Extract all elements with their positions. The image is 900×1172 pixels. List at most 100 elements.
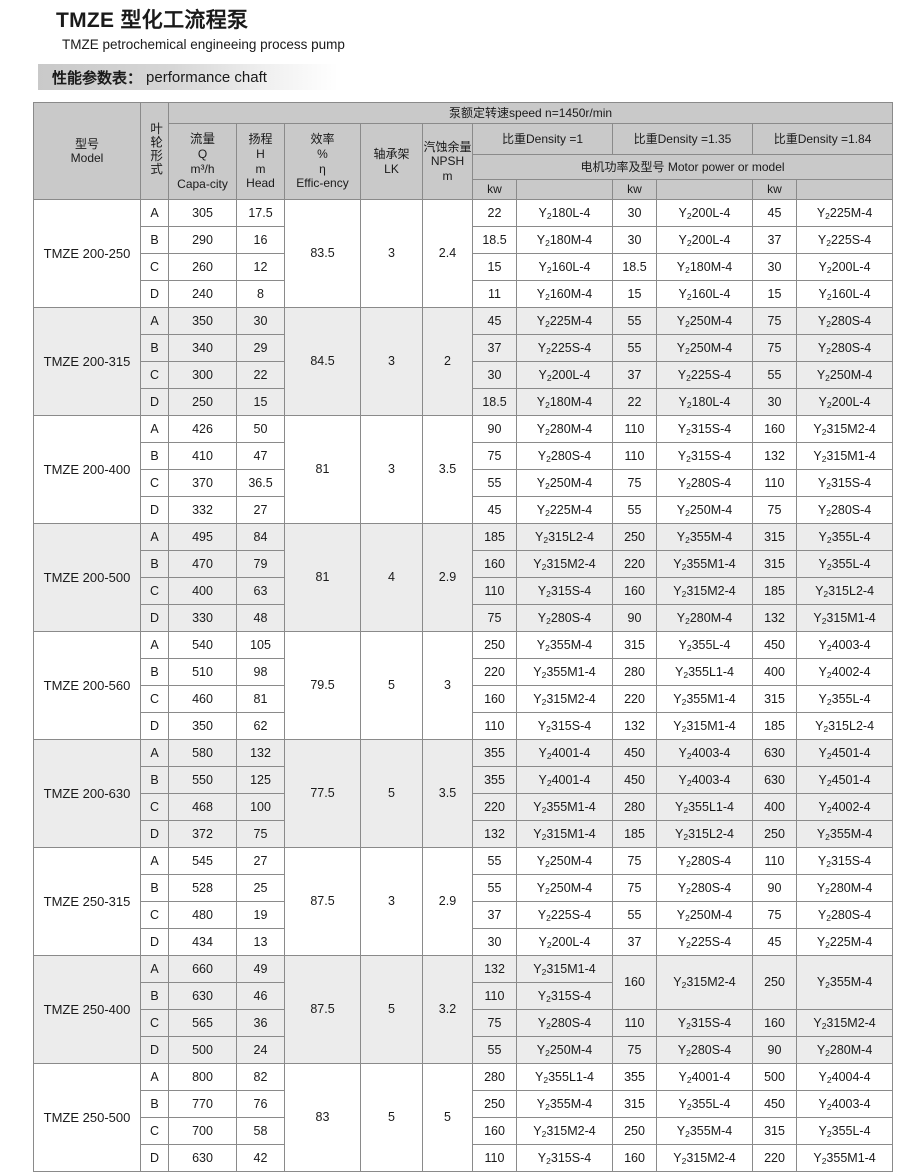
- cell-motor-density184: Y2280M-4: [795, 874, 894, 903]
- cell-impeller-letter: A: [140, 415, 169, 444]
- cell-motor-density184: Y2315M1-4: [795, 604, 894, 633]
- cell-kw-density184: 90: [752, 1036, 797, 1065]
- col-header-npsh-en: NPSH: [430, 154, 465, 169]
- cell-kw-density135: 15: [612, 280, 657, 309]
- page-root: TMZE 型化工流程泵 TMZE petrochemical engineein…: [33, 9, 894, 1172]
- table-row: B 550 125 355 Y24001-4 450 Y24003-4 630 Y24501-4: [34, 766, 894, 795]
- cell-flow: 240: [168, 280, 237, 309]
- cell-flow: 410: [168, 442, 237, 471]
- cell-motor-density1: Y2315L2-4: [516, 523, 613, 552]
- table-row: B 510 98 220 Y2355M1-4 280 Y2355L1-4 400 Y24002-…: [34, 658, 894, 687]
- cell-motor-density135: Y2180M-4: [656, 253, 753, 282]
- cell-flow: 260: [168, 253, 237, 282]
- cell-kw-density184: 55: [752, 361, 797, 390]
- table-row: TMZE 250-500 A 800 82 83 5 5 280 Y2355L1-4 355 Y24…: [33, 1063, 894, 1172]
- cell-efficiency: 83: [284, 1063, 361, 1172]
- cell-motor-density1: Y2180L-4: [516, 199, 613, 228]
- cell-flow: 250: [168, 388, 237, 417]
- cell-kw-density184: 450: [752, 631, 797, 660]
- cell-impeller-letter: B: [140, 442, 169, 471]
- col-header-efficiency-percent: %: [317, 147, 328, 161]
- cell-kw-density1: 55: [472, 874, 517, 903]
- performance-table-wrapper: 型号 Model 叶轮形式 泵额定转速speed n=1450r/min 流量 …: [33, 102, 894, 1172]
- cell-kw-density1: 37: [472, 901, 517, 930]
- cell-kw-density184: 315: [752, 550, 797, 579]
- cell-kw-density1: 220: [472, 793, 517, 822]
- cell-npsh: 2.4: [422, 199, 473, 309]
- cell-kw-density135: 75: [612, 469, 657, 498]
- col-header-model-135: [656, 179, 753, 201]
- cell-bearing: 4: [360, 523, 423, 633]
- cell-motor-density1: Y2200L-4: [516, 928, 613, 957]
- cell-kw-density1: 37: [472, 334, 517, 363]
- cell-motor-density184: Y2355M1-4: [795, 1144, 894, 1172]
- cell-kw-density135: 250: [612, 1117, 657, 1146]
- cell-head: 84: [236, 523, 285, 552]
- cell-motor-density184: Y2315L2-4: [795, 712, 894, 741]
- cell-head: 58: [236, 1117, 285, 1146]
- cell-motor-density184: Y24003-4: [795, 1090, 894, 1119]
- cell-model: TMZE 250-500: [33, 1063, 141, 1172]
- col-header-flow: 流量 Q m³/h Capa-city: [168, 123, 237, 201]
- cell-motor-density135: Y2355M1-4: [656, 550, 753, 579]
- cell-motor-density184: Y2280S-4: [795, 496, 894, 525]
- cell-flow: 630: [168, 982, 237, 1011]
- cell-kw-density184: 75: [752, 307, 797, 336]
- cell-model: TMZE 200-500: [33, 523, 141, 633]
- table-row: C 370 36.5 55 Y2250M-4 75 Y2280S-4 110 Y2315S-4: [34, 469, 894, 498]
- cell-motor-density184: Y2280S-4: [795, 307, 894, 336]
- cell-head: 19: [236, 901, 285, 930]
- cell-flow: 350: [168, 307, 237, 336]
- cell-motor-density1: Y2225S-4: [516, 334, 613, 363]
- cell-motor-density135: Y24003-4: [656, 766, 753, 795]
- cell-head: 48: [236, 604, 285, 633]
- cell-impeller-letter: A: [140, 199, 169, 228]
- cell-motor-density135: Y2315S-4: [656, 442, 753, 471]
- col-header-density-1: 比重Density =1: [472, 123, 613, 156]
- col-header-speed: 泵额定转速speed n=1450r/min: [167, 102, 894, 125]
- cell-motor-density184: Y2355L-4: [795, 550, 894, 579]
- cell-npsh: 3.5: [422, 415, 473, 525]
- table-row: C 480 19 37 Y2225S-4 55 Y2250M-4 75 Y2280S-4: [34, 901, 894, 930]
- cell-head: 63: [236, 577, 285, 606]
- cell-kw-density1: 132: [472, 955, 517, 984]
- cell-kw-density135: 160: [612, 577, 657, 606]
- col-header-head-symbol: H: [256, 147, 265, 161]
- table-row: D 372 75 132 Y2315M1-4 185 Y2315L2-4 250 Y2355M-…: [34, 820, 894, 849]
- cell-flow: 350: [168, 712, 237, 741]
- col-header-kw-135: kw: [612, 179, 657, 201]
- cell-impeller-letter: D: [140, 1144, 169, 1172]
- cell-kw-density1: 160: [472, 550, 517, 579]
- table-row: D 500 24 55 Y2250M-4 75 Y2280S-4 90 Y2280M-4: [34, 1036, 894, 1065]
- cell-motor-density1: Y2280S-4: [516, 1009, 613, 1038]
- cell-motor-density184: Y24002-4: [795, 658, 894, 687]
- col-header-npsh: 汽蚀余量 NPSH m: [422, 123, 473, 201]
- cell-flow: 495: [168, 523, 237, 552]
- cell-kw-density135: 55: [612, 496, 657, 525]
- cell-flow: 400: [168, 577, 237, 606]
- table-body: TMZE 200-250 A 305 17.5 83.5 3 2.4 22 Y2180L-4 30…: [33, 199, 894, 1172]
- cell-kw-density1: 11: [472, 280, 517, 309]
- cell-flow: 340: [168, 334, 237, 363]
- cell-kw-density184: 75: [752, 334, 797, 363]
- cell-motor-density184: Y2355L-4: [795, 1117, 894, 1146]
- cell-kw-density135: 37: [612, 928, 657, 957]
- cell-motor-density1: Y2315M1-4: [516, 820, 613, 849]
- cell-impeller-letter: B: [140, 550, 169, 579]
- cell-flow: 550: [168, 766, 237, 795]
- cell-motor-density184: Y2225M-4: [795, 928, 894, 957]
- cell-head: 25: [236, 874, 285, 903]
- table-row: B 528 25 55 Y2250M-4 75 Y2280S-4 90 Y2280M-4: [34, 874, 894, 903]
- cell-head: 36: [236, 1009, 285, 1038]
- cell-motor-density1: Y2355L1-4: [516, 1063, 613, 1092]
- cell-flow: 565: [168, 1009, 237, 1038]
- table-row: TMZE 200-560 A 540 105 79.5 5 3 250 Y2355M-4 315 Y…: [33, 631, 894, 741]
- cell-kw-density135: 110: [612, 1009, 657, 1038]
- cell-motor-density184: Y24501-4: [795, 739, 894, 768]
- cell-motor-density135: Y2225S-4: [656, 928, 753, 957]
- col-header-bearing-en: LK: [384, 161, 399, 176]
- table-row: B 410 47 75 Y2280S-4 110 Y2315S-4 132 Y2315M1-4: [34, 442, 894, 471]
- section-header-cn: 性能参数表：: [52, 69, 143, 87]
- cell-head: 75: [236, 820, 285, 849]
- cell-impeller-letter: B: [140, 658, 169, 687]
